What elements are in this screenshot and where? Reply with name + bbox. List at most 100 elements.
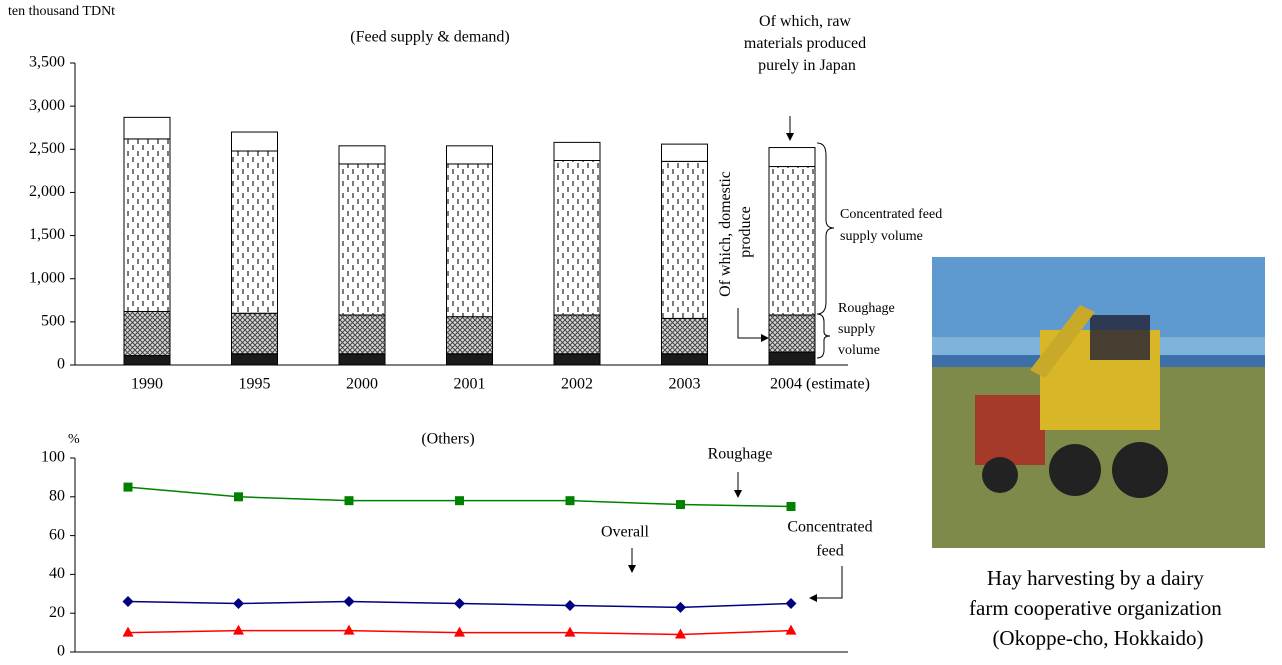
bar-segment	[446, 316, 493, 355]
annotation-line: volume	[838, 343, 880, 358]
series-label: Concentrated	[787, 519, 872, 536]
y-tick-label: 60	[49, 526, 65, 543]
bar-segment	[123, 311, 171, 357]
series-label: Roughage	[708, 446, 773, 463]
arrow	[737, 308, 769, 342]
bar-segment	[231, 131, 278, 152]
y-tick-label: 0	[57, 356, 65, 373]
annotation-line: Roughage	[838, 301, 895, 316]
x-tick-label: 1990	[131, 376, 163, 393]
bar-segment	[446, 353, 493, 366]
marker	[455, 496, 464, 506]
y-tick-label: 80	[49, 487, 65, 504]
y-tick-label: 2,000	[29, 183, 65, 200]
marker	[564, 626, 576, 637]
bar-segment	[768, 147, 816, 168]
x-tick-label: 2001	[454, 376, 486, 393]
bar-segment	[553, 141, 601, 162]
annotation-line: Of which, raw	[759, 13, 851, 30]
y-tick-label: 2,500	[29, 140, 65, 157]
marker	[122, 596, 134, 608]
y-tick-label: 1,000	[29, 269, 65, 286]
chart-title: (Feed supply & demand)	[350, 29, 510, 46]
marker	[454, 598, 465, 609]
bar-segment	[446, 163, 493, 318]
y-tick-label: 500	[41, 313, 65, 330]
y-tick-label: 0	[57, 643, 65, 660]
bracket	[816, 313, 831, 359]
bar-segment	[661, 160, 708, 319]
marker	[785, 598, 797, 609]
y-tick-label: 1,500	[29, 226, 65, 243]
marker	[343, 624, 355, 635]
photo	[932, 257, 1265, 548]
bar-segment	[231, 312, 278, 355]
bar-segment	[661, 353, 708, 366]
y-tick-label: 3,500	[29, 54, 65, 71]
marker	[785, 624, 797, 635]
bracket	[816, 142, 835, 315]
marker	[675, 601, 686, 613]
annotation-line: supply	[838, 322, 875, 337]
x-tick-label: 1995	[239, 376, 271, 393]
photo-caption: Hay harvesting by a dairy farm cooperati…	[969, 566, 1227, 650]
bar-segment	[338, 163, 386, 316]
caption-line: Hay harvesting by a dairy	[987, 566, 1204, 590]
y-tick-label: 3,000	[29, 97, 65, 114]
annotation-line: supply volume	[840, 229, 923, 244]
marker	[233, 624, 244, 635]
caption-line: farm cooperative organization	[969, 596, 1222, 620]
marker	[123, 482, 133, 492]
marker	[343, 596, 355, 608]
bar-segment	[338, 353, 386, 366]
bar-segment	[338, 145, 386, 165]
bar-segment	[338, 314, 386, 355]
y-tick-label: 100	[41, 449, 65, 466]
x-tick-label: 2002	[561, 376, 593, 393]
bar-segment	[661, 143, 708, 162]
bar-segment	[661, 317, 708, 355]
annotation-line: materials produced	[744, 35, 866, 52]
bar-segment	[123, 355, 171, 366]
bar-segment	[446, 145, 493, 165]
bar-segment	[231, 150, 278, 314]
marker	[454, 626, 465, 637]
annotation: Concentrated feed supply volume	[840, 207, 946, 244]
bar-segment	[231, 353, 278, 366]
y-axis-label: %	[68, 432, 80, 447]
bar-segment	[768, 351, 816, 366]
y-tick-label: 40	[49, 565, 65, 582]
annotation-line: produce	[737, 206, 754, 258]
x-tick-label: 2003	[669, 376, 701, 393]
annotation: Of which, raw materials produced purely …	[744, 13, 870, 74]
marker	[675, 628, 686, 639]
marker	[564, 599, 576, 611]
bar-segment	[553, 353, 601, 366]
series-label: Overall	[601, 524, 650, 541]
marker	[676, 500, 685, 510]
chart-title: (Others)	[421, 431, 474, 448]
marker	[233, 598, 244, 609]
marker	[565, 496, 575, 506]
bar-segment	[768, 166, 816, 316]
annotation-line: Of which, domestic	[717, 171, 734, 297]
bar-segment	[768, 314, 816, 353]
y-axis-label: ten thousand TDNt	[8, 4, 115, 19]
bar-segment	[123, 138, 171, 313]
marker	[786, 502, 796, 511]
bar-segment	[123, 116, 171, 140]
annotation: Roughage supply volume	[838, 301, 898, 358]
caption-line: (Okoppe-cho, Hokkaido)	[992, 626, 1203, 650]
marker	[234, 492, 243, 502]
bar-segment	[553, 160, 601, 316]
arrow	[809, 566, 843, 602]
series-label: feed	[816, 543, 844, 560]
annotation-line: Concentrated feed	[840, 207, 942, 222]
x-tick-label: 2004 (estimate)	[770, 376, 870, 393]
bar-segment	[553, 314, 601, 355]
annotation-line: purely in Japan	[758, 57, 856, 74]
y-tick-label: 20	[49, 604, 65, 621]
annotation: Of which, domestic produce	[717, 167, 754, 297]
